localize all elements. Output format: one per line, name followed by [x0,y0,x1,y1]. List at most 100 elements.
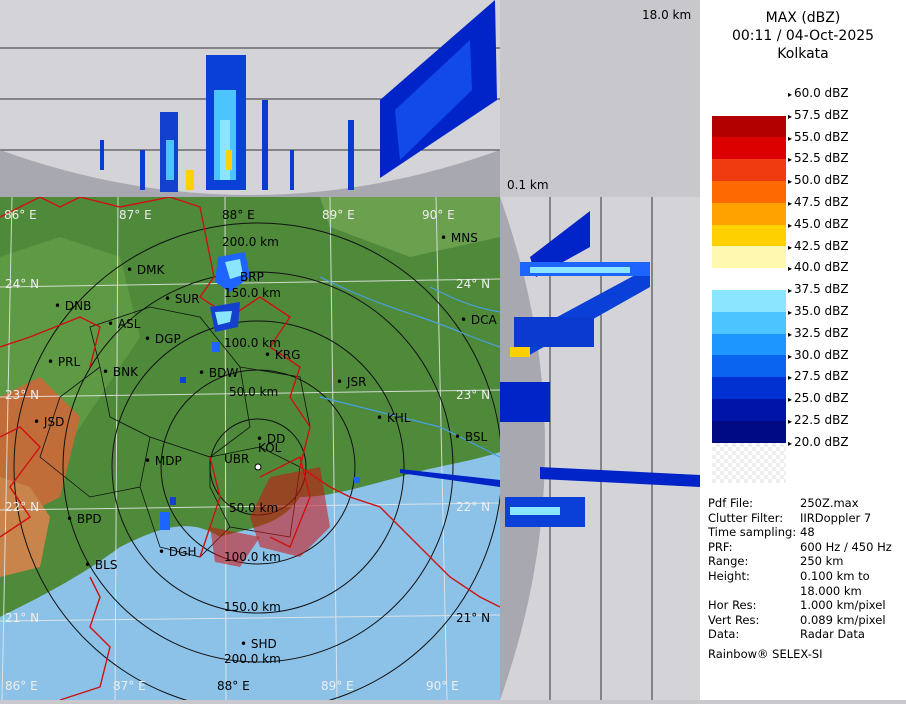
place-label: • SUR [164,292,200,306]
range-ring-label: 200.0 km [222,235,279,249]
range-ring-label: 200.0 km [224,652,281,666]
legend-label: 50.0 dBZ [788,173,849,187]
right-height-profile-panel [500,197,705,700]
legend-panel: MAX (dBZ) 00:11 / 04-Oct-2025 Kolkata 60… [700,0,906,700]
info-value: 250Z.max [800,496,859,510]
legend-color-swatch [712,290,786,312]
map-echo-cells [160,252,500,530]
lon-label: 88° E [217,679,250,693]
legend-color-swatch [712,72,786,94]
place-label: • KHL [376,411,411,425]
info-value: 0.100 km to [800,569,870,583]
range-ring-label: 150.0 km [224,286,281,300]
lon-label: 87° E [119,208,152,222]
legend-label: 22.5 dBZ [788,413,849,427]
place-label: • DGP [144,332,181,346]
range-ring-label: 100.0 km [224,550,281,564]
info-key: Vert Res: [708,612,760,627]
place-label: • JSD [33,415,65,429]
legend-nodata-swatch [712,442,786,483]
legend-color-swatch [712,420,786,443]
right-echo-cells [500,211,700,527]
place-label: • BPD [66,512,102,526]
product-name: MAX (dBZ) [765,10,841,26]
earth-curvature-shade [0,150,500,197]
height-bottom-label: 0.1 km [507,178,549,192]
lat-label: 21° N [5,611,40,625]
legend-label: 27.5 dBZ [788,369,849,383]
place-label: • BLS [84,558,118,572]
lon-label: 88° E [222,208,255,222]
lon-label: 87° E [113,679,146,693]
lat-label: 24° N [5,277,40,291]
legend-color-swatch [712,115,786,138]
info-key: Pdf File: [708,496,754,510]
info-value: IIRDoppler 7 [800,510,872,525]
top-echo-cells [100,0,497,192]
legend-color-swatch [712,333,786,356]
top-profile-svg [0,0,500,197]
lon-label: 90° E [422,208,455,222]
place-label: • DMK [126,263,165,277]
info-value: 0.089 km/pixel [800,612,886,627]
lon-label: 90° E [426,679,459,693]
radar-site-marker [254,463,262,471]
place-label: • DD [256,432,286,446]
info-value: 1.000 km/pixel [800,598,886,613]
lon-label: 89° E [322,208,355,222]
legend-color-swatch [712,399,786,421]
legend-label: 52.5 dBZ [788,151,849,165]
legend-label: 32.5 dBZ [788,326,849,340]
vendor-footer: Rainbow® SELEX-SI [708,647,823,661]
info-key: Range: [708,554,749,569]
legend-color-swatch [712,93,786,116]
place-label: • DNB [54,299,92,313]
info-key: Height: [708,569,750,583]
legend-label: 57.5 dBZ [788,108,849,122]
lat-label: 21° N [456,611,491,625]
place-label: • MDP [144,454,182,468]
place-label: • KRG [264,348,301,362]
legend-color-swatch [712,159,786,182]
legend-color-swatch [712,246,786,269]
place-label: • BSL [454,430,488,444]
legend-color-swatch [712,137,786,160]
info-key: Clutter Filter: [708,510,784,525]
info-value: Radar Data [800,627,865,642]
state-boundaries [0,197,500,700]
range-ring-label: 50.0 km [229,385,279,399]
product-header: MAX (dBZ) 00:11 / 04-Oct-2025 Kolkata [700,9,906,63]
legend-color-swatch [712,377,786,400]
bay-of-bengal [0,452,500,700]
place-label: KOL [258,441,282,455]
legend-label: 30.0 dBZ [788,348,849,362]
place-label: • MNS [440,231,478,245]
place-label: • BNK [102,365,138,379]
place-label: • BDW [198,366,239,380]
map-svg [0,197,500,700]
dbz-color-legend: 60.0 dBZ 57.5 dBZ 55.0 dBZ 52.5 dBZ 50.0 dBZ… [700,70,906,490]
legend-label: 20.0 dBZ [788,435,849,449]
legend-label: 42.5 dBZ [788,239,849,253]
info-key: Time sampling: [708,525,797,540]
product-datetime: 00:11 / 04-Oct-2025 [731,28,875,44]
legend-color-swatch [712,355,786,378]
legend-color-swatch [712,268,786,291]
place-label: • DGH [158,545,197,559]
legend-label: 40.0 dBZ [788,260,849,274]
place-label: BRP [240,270,264,284]
legend-color-swatch [712,224,786,247]
radar-map: 86° E 87° E 88° E 89° E 90° E 86° E 87° … [0,197,500,700]
legend-label: 25.0 dBZ [788,391,849,405]
rivers [319,276,500,458]
info-value: 18.000 km [800,583,862,598]
station-name: Kolkata [777,46,829,62]
legend-label: 47.5 dBZ [788,195,849,209]
lat-label: 23° N [5,388,40,402]
place-label: • ASL [107,317,141,331]
place-label: • PRL [47,355,81,369]
lon-label: 86° E [5,679,38,693]
info-value: 250 km [800,554,844,569]
top-height-profile-panel: 18.0 km [0,0,500,197]
height-top-label-2: 18.0 km [642,8,692,22]
